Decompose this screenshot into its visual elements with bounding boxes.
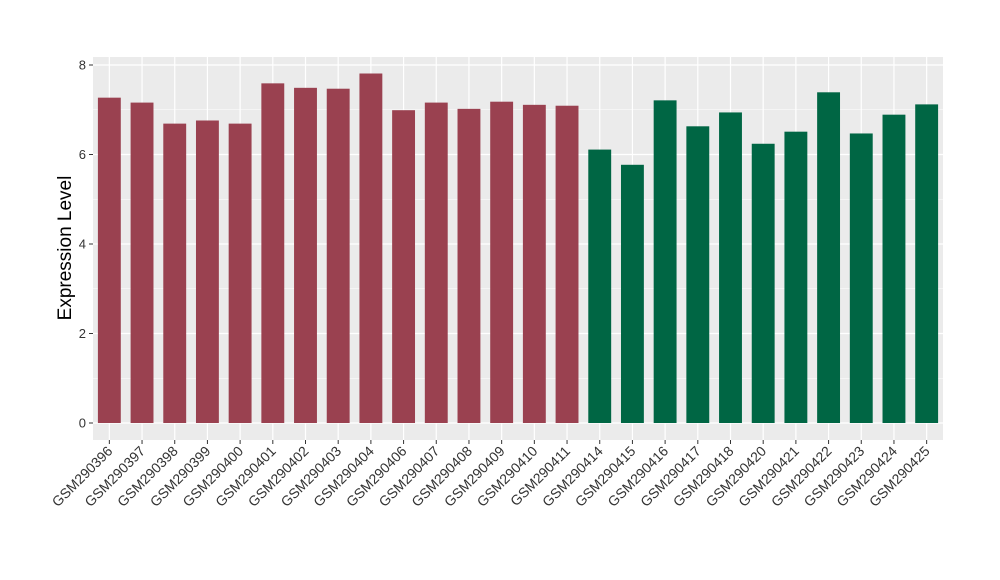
bar-GSM290411 [555,105,579,423]
y-tick-label: 0 [79,416,86,431]
bar-GSM290397 [130,102,154,423]
bar-GSM290418 [719,112,742,423]
y-tick-label: 2 [79,326,86,341]
bar-GSM290422 [817,92,841,424]
bar-GSM290421 [784,131,808,424]
plot-panel [93,57,943,440]
bar-GSM290401 [261,83,285,423]
y-axis: 0 2 4 6 8 [79,58,93,431]
y-axis-title: Expression Level [55,176,76,321]
bar-GSM290414 [588,149,612,423]
bar-GSM290410 [522,104,546,423]
bar-GSM290415 [620,164,644,424]
y-tick-label: 8 [79,58,86,73]
x-axis: GSM290396GSM290397GSM290398GSM290399GSM2… [49,440,933,510]
bar-GSM290423 [849,133,873,423]
bar-GSM290399 [195,120,219,424]
bar-GSM290407 [424,102,448,423]
bar-GSM290404 [359,73,383,423]
bar-GSM290398 [163,123,187,423]
bar-GSM290417 [686,126,710,424]
bar-GSM290420 [751,143,775,423]
bar-GSM290402 [294,87,317,423]
bar-GSM290403 [326,88,350,423]
bar-GSM290406 [392,110,416,423]
bars [97,73,939,424]
bar-GSM290424 [882,114,906,424]
bar-GSM290400 [228,123,252,423]
bar-GSM290396 [97,97,121,423]
bar-GSM290425 [915,104,939,423]
bar-GSM290416 [653,100,677,423]
y-tick-label: 6 [79,147,86,162]
bar-GSM290409 [490,101,514,423]
y-tick-label: 4 [79,237,86,252]
bar-GSM290408 [457,108,481,423]
